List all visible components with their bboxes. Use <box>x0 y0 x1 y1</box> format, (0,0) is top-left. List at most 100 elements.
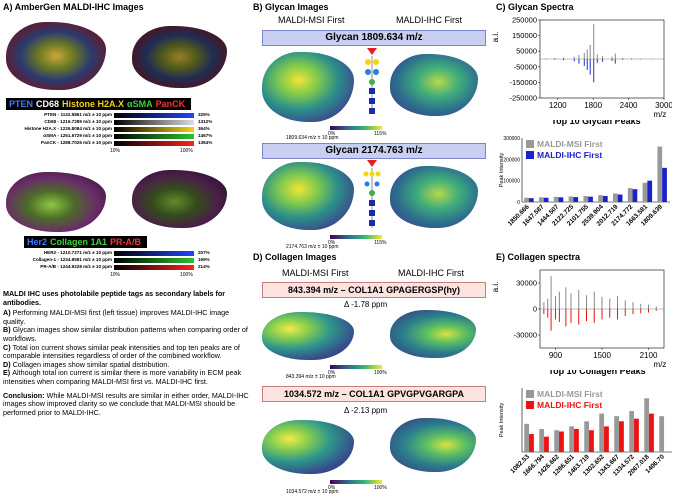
collagen-label-2: 1034.572 m/z – COL1A1 GPVGPVGARGPA <box>262 386 486 402</box>
glycan-bars-bar <box>583 196 589 202</box>
a2-marker-2: PR-A/B <box>110 237 142 247</box>
a1-legend-label: Histone H2A.X - 1226.8084 m/z ± 10 ppm <box>24 126 112 131</box>
finding-text: Total ion current shows similar peak int… <box>3 342 240 361</box>
glycan-bars-bar <box>598 195 603 202</box>
ihc-image-msi-first-top <box>6 22 106 90</box>
conclusion: Conclusion: While MALDI-MSI results are … <box>3 391 249 418</box>
intensity-legend-1: PTEN - 1132.5861 m/z ± 10 ppm 325% CD68 - … <box>10 112 240 156</box>
collagen-bars-bar <box>539 428 545 452</box>
findings-list: A) Performing MALDI-MSI first (left tiss… <box>3 308 249 386</box>
body-text: MALDI IHC uses photolabile peptide tags … <box>3 289 249 418</box>
glycan-bars-legend-label: MALDI-IHC First <box>537 150 602 160</box>
glycan-bars-bar <box>657 146 663 202</box>
glycan-spectrum-ytick-label: -150000 <box>509 78 537 87</box>
collagen-bars-bar <box>599 413 605 452</box>
col-head-ihc-b: MALDI-IHC First <box>396 15 462 25</box>
glycan-bars-bar <box>588 196 593 202</box>
delta-ppm-1: Δ -1.78 ppm <box>344 300 388 309</box>
glycan-bars-bar <box>573 197 579 202</box>
glycan-bars-bar <box>568 196 574 202</box>
glycan-cb1-tick: 0% <box>328 131 336 137</box>
glycan-bars-ytick-label: 0 <box>517 200 520 206</box>
section-c-title: C) Glycan Spectra <box>496 2 574 12</box>
collagen-bars-bar <box>574 428 579 452</box>
ihc-image-msi-first-bottom <box>6 172 106 232</box>
finding-item: A) Performing MALDI-MSI first (left tiss… <box>3 308 249 326</box>
a2-legend-gradient <box>114 258 194 263</box>
a1-legend-row: PTEN - 1132.5861 m/z ± 10 ppm 325% <box>10 112 240 119</box>
glycan-label-2: Glycan 2174.763 m/z <box>262 143 486 159</box>
glycan-spectrum-xtick-label: 1200 <box>549 101 567 110</box>
collagen-bars-ylabel: Peak Intensity <box>499 402 505 437</box>
collagen-bars-bar <box>584 421 590 452</box>
a1-legend-tick: 10% <box>110 148 121 154</box>
collagen-image-2-msi <box>262 420 354 474</box>
collagen-colorbar-1-label: 843.394 m/z ± 10 ppm <box>286 374 336 380</box>
glycan-image-1-ihc <box>390 54 478 116</box>
section-e-title: E) Collagen spectra <box>496 252 581 262</box>
glycan-colorbar-2: 2174.763 m/z ± 10 ppm 0% 115% <box>286 235 386 253</box>
glycan-colorbar-1: 1809.634 m/z ± 10 ppm 0% 115% <box>286 126 386 144</box>
glycan-image-2-ihc <box>390 166 478 228</box>
a2-marker-0: Her2 <box>27 237 48 247</box>
a1-legend-gradient <box>114 134 194 139</box>
collagen-bars-bar <box>614 416 620 452</box>
glycan-colorbar-2-label: 2174.763 m/z ± 10 ppm <box>286 244 339 250</box>
glycan-cb2-tick: 115% <box>374 240 387 246</box>
a1-legend-row: PanCK - 1288.7026 m/z ± 10 ppm 1364% <box>10 140 240 147</box>
glycan-bars-ytick-label: 100000 <box>503 179 520 185</box>
collagen-image-2-ihc <box>390 418 476 472</box>
a1-marker-2: Histone H2A.X <box>62 99 125 109</box>
glycan-bars-bar <box>528 198 534 202</box>
intro-text: MALDI IHC uses photolabile peptide tags … <box>3 289 226 307</box>
glycan-top10-chart: Top 10 Glycan Peaks 0 100000 200000 300000 Pe… <box>499 120 670 228</box>
glycan-bars-title: Top 10 Glycan Peaks <box>551 120 640 126</box>
finding-key: B) <box>3 325 13 335</box>
glycan-bars-bar <box>662 167 667 202</box>
collagen-bars-bar <box>559 431 564 452</box>
glycan-bars-bar <box>617 194 623 202</box>
collagen-bars-bar <box>544 436 549 452</box>
collagen-bars-bar <box>569 426 575 452</box>
glycan-spectrum-xtick-label: 3000 <box>655 101 672 110</box>
collagen-cb1-gradient <box>330 365 382 369</box>
collagen-cb2-tick: 0% <box>328 485 336 491</box>
glycan-image-1-msi <box>262 52 354 122</box>
a1-marker-0: PTEN <box>9 99 34 109</box>
a1-legend-pct: 364% <box>198 126 210 131</box>
glycan-spectrum-ytick-label: 150000 <box>512 31 537 40</box>
a2-legend-pct: 207% <box>198 250 210 255</box>
a2-marker-1: Collagen 1A1 <box>50 237 108 247</box>
collagen-bars-bar <box>659 416 665 452</box>
glycan-bars-bar <box>642 182 648 202</box>
collagen-spectrum-xlabel: m/z <box>654 360 667 369</box>
collagen-bars-bar <box>634 418 639 452</box>
a2-legend-gradient <box>114 251 194 256</box>
a2-legend-label: PR-A/B - 1244.9228 m/z ± 10 ppm <box>40 264 112 269</box>
collagen-spectrum-ytick-label: 30000 <box>516 279 537 288</box>
finding-text: Glycan images show similar distribution … <box>3 325 248 343</box>
collagen-cb2-gradient <box>330 480 382 484</box>
glycan-bars-ytick-label: 200000 <box>503 157 520 163</box>
glycan-image-2-msi <box>262 162 354 230</box>
collagen-bars-bar <box>589 430 594 452</box>
a2-legend-label: HER2 - 1210.7271 m/z ± 10 ppm <box>43 250 112 255</box>
glycan-bars-legend-swatch <box>526 140 534 148</box>
glycan-bars-bar <box>543 197 549 202</box>
a2-legend-row: PR-A/B - 1244.9228 m/z ± 10 ppm 214% <box>10 264 240 271</box>
glycan-structure-icon-2 <box>363 160 381 232</box>
a1-legend-label: PanCK - 1288.7026 m/z ± 10 ppm <box>41 140 112 145</box>
collagen-image-1-ihc <box>390 310 476 358</box>
a2-legend-tick: 10% <box>110 272 121 278</box>
a2-legend-tick: 100% <box>180 272 193 278</box>
glycan-cb1-tick: 115% <box>374 131 387 137</box>
glycan-spectrum-chart: 250000 150000 50000 -50000 -150000 -250000 120… <box>492 16 672 120</box>
collagen-label-1: 843.394 m/z – COL1A1 GPAGERGSP(hy) <box>262 282 486 298</box>
glycan-bars-bar <box>524 197 529 202</box>
a1-marker-3: αSMA <box>127 99 153 109</box>
a1-legend-row: CD68 - 1216.7289 m/z ± 10 ppm 1312% <box>10 119 240 126</box>
collagen-spectrum-ytick-label: 0 <box>533 305 537 314</box>
a2-legend-row: Collagen-1 - 1234.8581 m/z ± 10 ppm 169% <box>10 257 240 264</box>
collagen-spectrum-ylabel: a.i. <box>492 282 500 293</box>
a2-legend-pct: 214% <box>198 264 210 269</box>
